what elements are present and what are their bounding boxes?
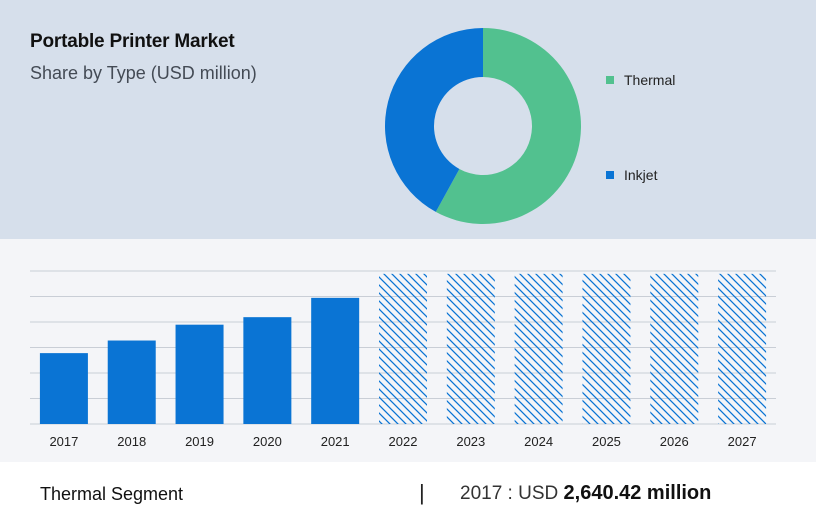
footer-value: 2017 : USD 2,640.42 million — [460, 482, 711, 505]
x-tick-label-2018: 2018 — [117, 434, 146, 449]
donut-slice-inkjet — [385, 28, 483, 212]
forecast-bar-2024 — [514, 273, 563, 424]
legend-label-thermal: Thermal — [624, 72, 676, 88]
footer: Thermal Segment | 2017 : USD 2,640.42 mi… — [0, 462, 816, 528]
x-tick-label-2027: 2027 — [728, 434, 757, 449]
bar-2021 — [311, 297, 360, 424]
donut-slice-thermal — [435, 28, 581, 224]
forecast-bar-2027 — [718, 273, 767, 424]
legend-swatch-thermal — [606, 76, 614, 84]
legend-item-thermal: Thermal — [606, 72, 675, 88]
x-tick-label-2026: 2026 — [660, 434, 689, 449]
donut-chart — [385, 28, 581, 224]
x-tick-label-2025: 2025 — [592, 434, 621, 449]
bar-2019 — [175, 324, 224, 424]
footer-segment-label: Thermal Segment — [40, 484, 184, 504]
footer-value-number: 2,640.42 million — [563, 482, 712, 504]
bar-2020 — [243, 317, 292, 424]
x-tick-label-2020: 2020 — [253, 434, 282, 449]
x-tick-label-2021: 2021 — [321, 434, 350, 449]
bar-2018 — [107, 340, 156, 424]
forecast-bar-2026 — [650, 273, 699, 424]
x-tick-label-2019: 2019 — [185, 434, 214, 449]
forecast-bar-2022 — [379, 273, 427, 424]
x-tick-label-2024: 2024 — [524, 434, 553, 449]
footer-year-prefix: 2017 : USD — [460, 483, 559, 504]
bar-chart: 2017 2018 2019 2020 2021 2022 2023 2024 2025 2026… — [30, 270, 776, 449]
legend-label-inkjet: Inkjet — [624, 167, 658, 183]
legend-item-inkjet: Inkjet — [606, 167, 657, 183]
x-tick-label-2022: 2022 — [389, 434, 418, 449]
forecast-bar-2025 — [582, 273, 631, 424]
x-tick-label-2023: 2023 — [456, 434, 485, 449]
footer-separator: | — [419, 480, 425, 505]
bar-2017 — [39, 353, 88, 424]
chart-subtitle: Share by Type (USD million) — [30, 63, 257, 83]
chart-title: Portable Printer Market — [30, 31, 235, 52]
legend-swatch-inkjet — [606, 171, 614, 179]
forecast-bar-2023 — [446, 273, 495, 424]
x-tick-label-2017: 2017 — [49, 434, 78, 449]
